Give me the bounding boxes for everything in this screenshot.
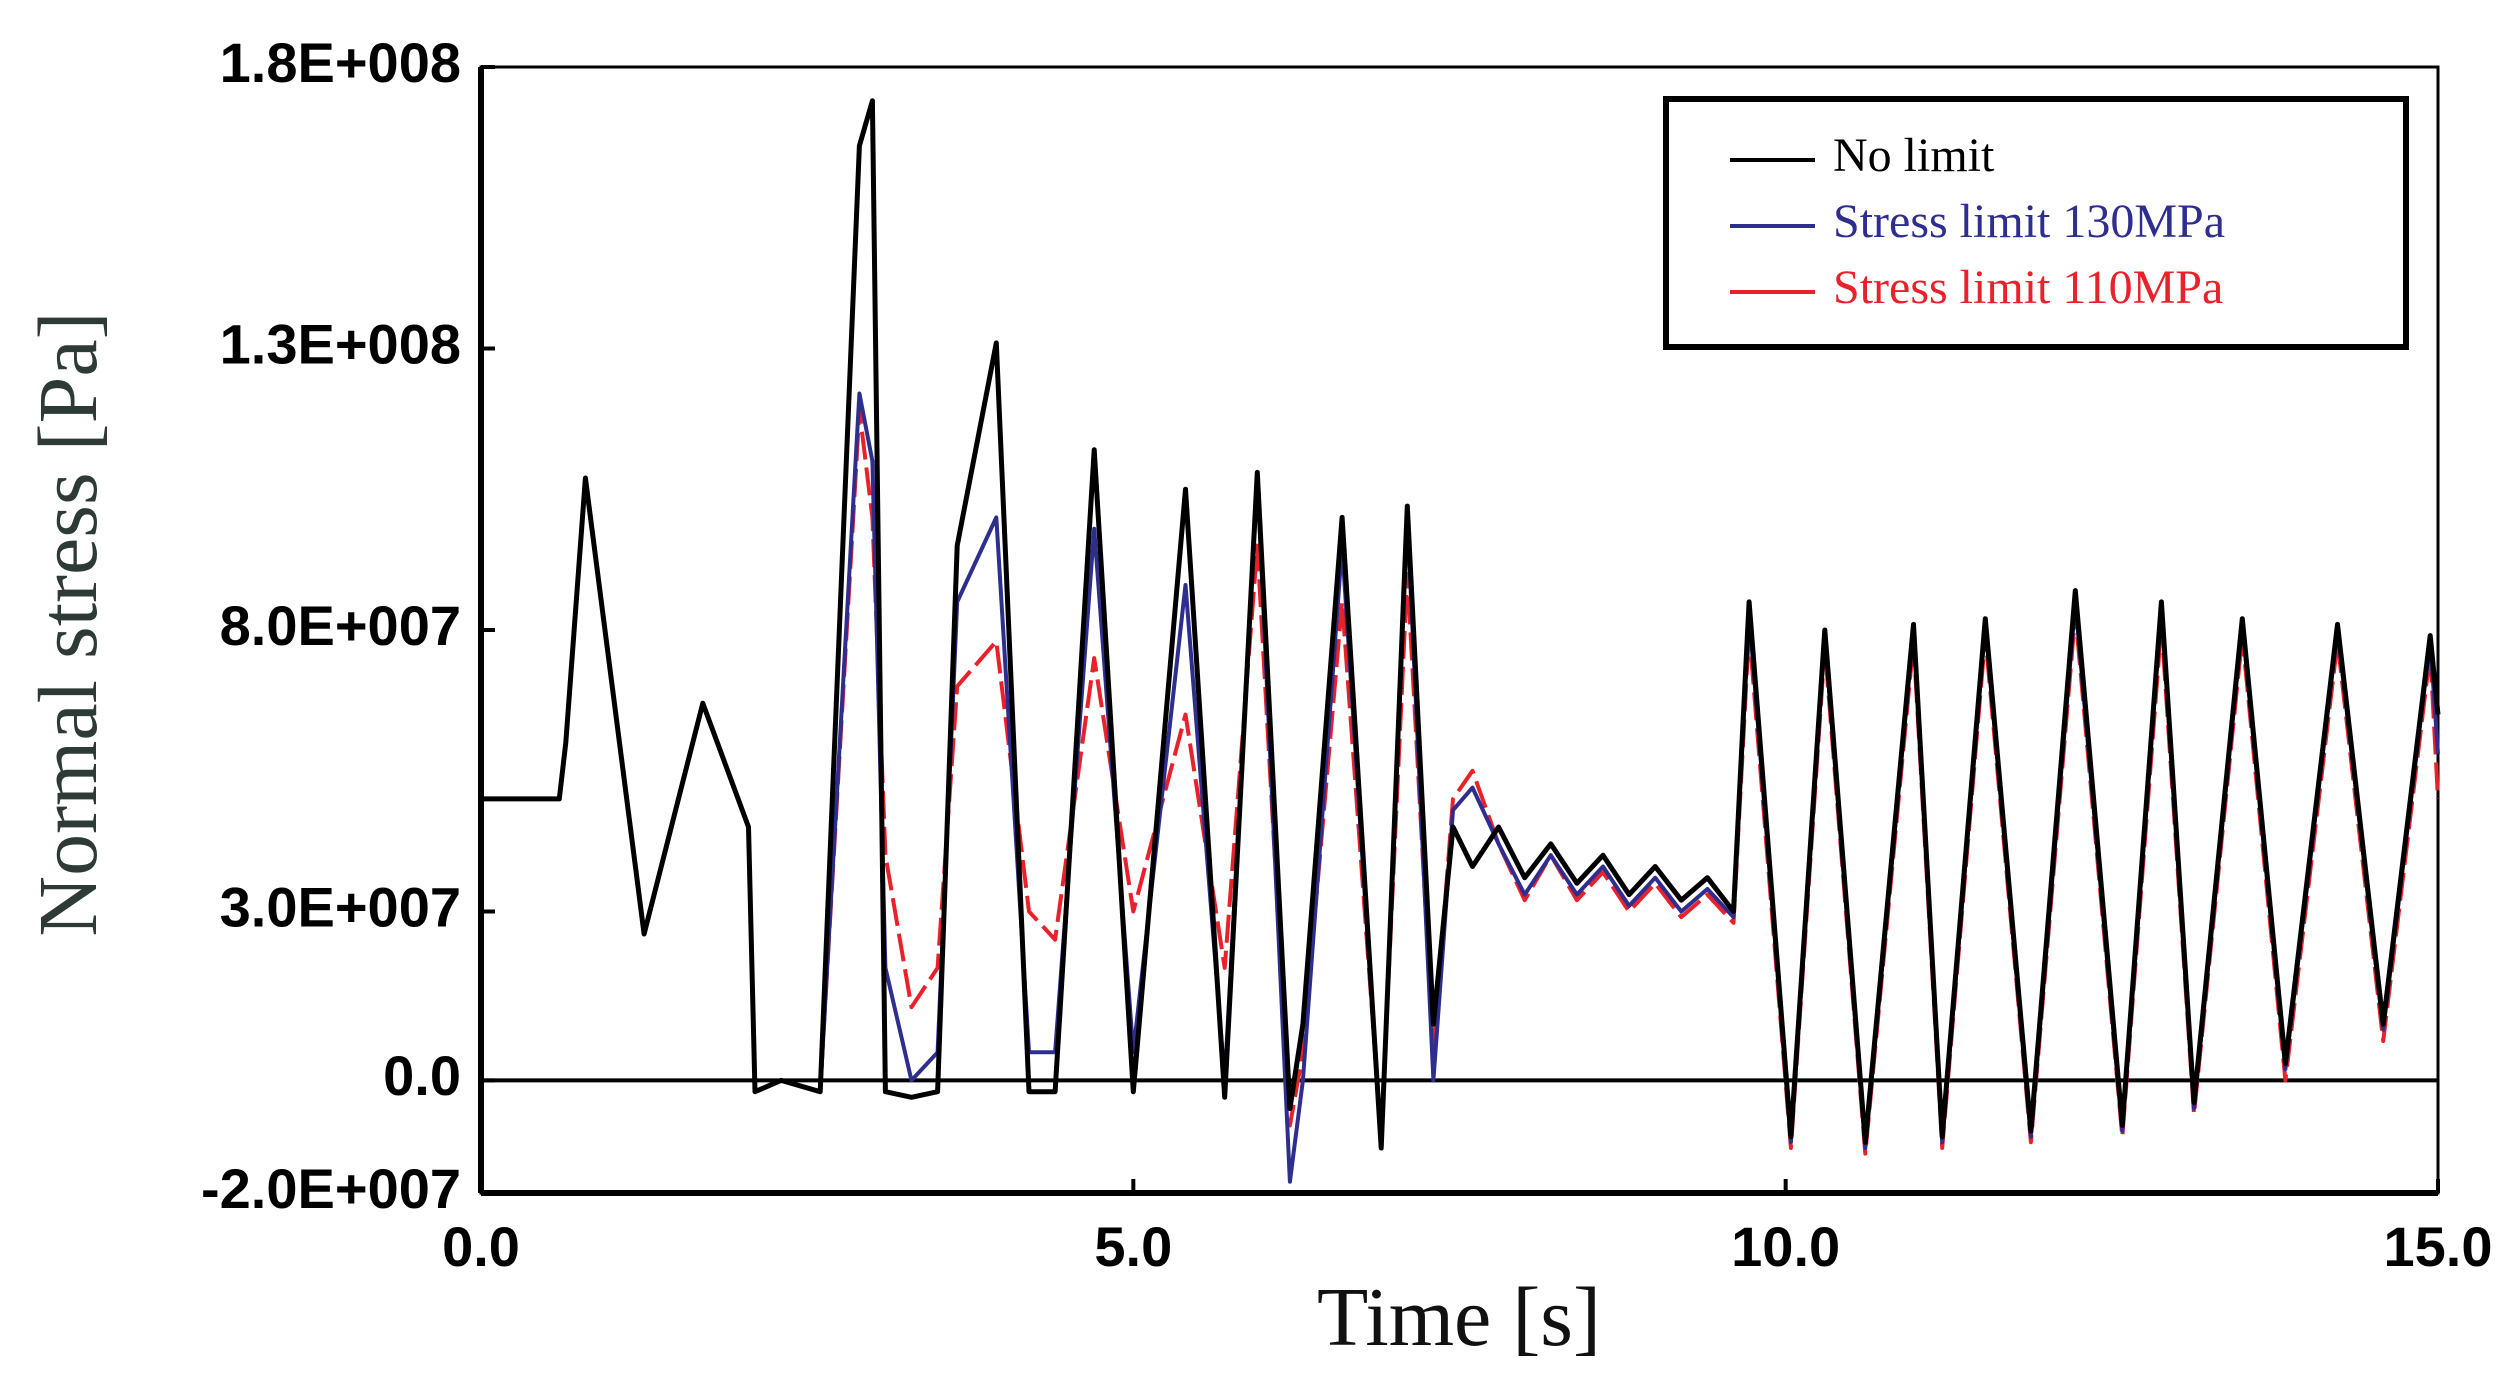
y-tick-label: 1.8E+008 bbox=[220, 31, 461, 94]
x-tick-label: 10.0 bbox=[1731, 1215, 1840, 1278]
y-tick-label: 3.0E+007 bbox=[220, 875, 461, 938]
y-tick-label: 8.0E+007 bbox=[220, 594, 461, 657]
y-tick-label: 1.3E+008 bbox=[220, 312, 461, 375]
y-tick-label: -2.0E+007 bbox=[201, 1157, 461, 1220]
x-tick-label: 0.0 bbox=[442, 1215, 520, 1278]
legend-box bbox=[1663, 96, 2409, 350]
x-tick-label: 5.0 bbox=[1094, 1215, 1172, 1278]
x-tick-label: 15.0 bbox=[2384, 1215, 2493, 1278]
legend-label: No limit bbox=[1833, 129, 1995, 182]
y-axis-label: Normal stress [Pa] bbox=[22, 311, 115, 936]
x-axis-label: Time [s] bbox=[1317, 1271, 1601, 1364]
y-tick-label: 0.0 bbox=[383, 1044, 461, 1107]
series-line bbox=[481, 408, 2440, 1156]
legend-label: Stress limit 110MPa bbox=[1833, 261, 2223, 314]
legend-label: Stress limit 130MPa bbox=[1833, 195, 2225, 248]
legend: No limit Stress limit 130MPa Stress limit … bbox=[1663, 96, 2409, 350]
series-line bbox=[481, 98, 2441, 1151]
